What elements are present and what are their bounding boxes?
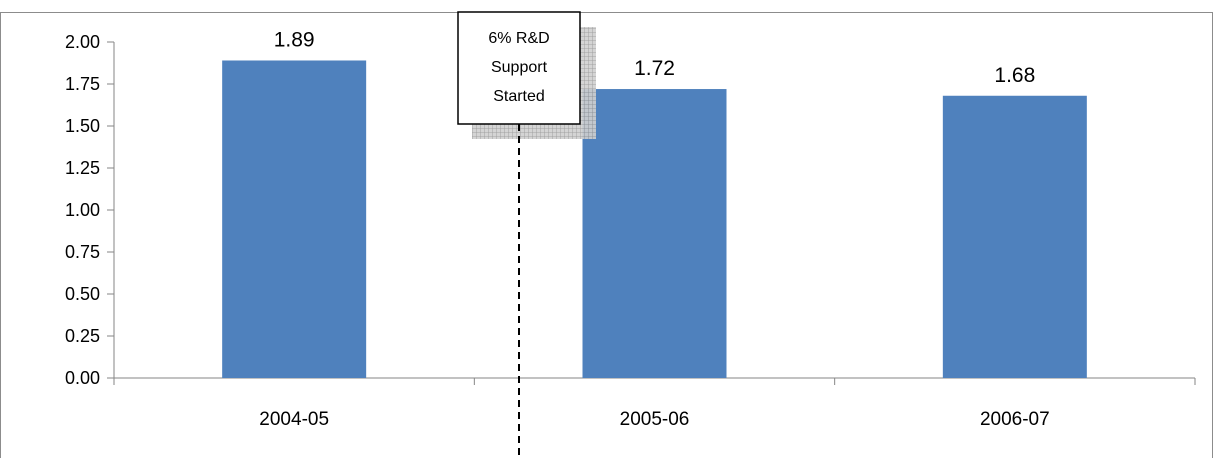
x-tick-label-2005-06: 2005-06 — [620, 409, 690, 430]
y-axis: 0.00 0.25 0.50 0.75 1.00 1.25 1.50 1.75 2.00 — [65, 32, 115, 388]
y-tick-label: 0.50 — [65, 284, 100, 304]
data-label-2004-05: 1.89 — [274, 28, 315, 51]
x-tick-label-2006-07: 2006-07 — [980, 409, 1050, 430]
annotation-line-1: 6% R&D — [488, 30, 549, 47]
y-tick-label: 1.50 — [65, 116, 100, 136]
y-tick-label: 0.25 — [65, 326, 100, 346]
bar-2005-06 — [582, 89, 727, 378]
rd-support-annotation: 6% R&D Support Started — [457, 11, 596, 458]
bar-2004-05 — [222, 60, 367, 378]
x-tick-label-2004-05: 2004-05 — [259, 409, 329, 430]
chart-border — [0, 12, 1213, 458]
bars: 1.89 1.72 1.68 — [222, 28, 1087, 378]
annotation-box — [457, 11, 581, 125]
data-label-2006-07: 1.68 — [994, 64, 1035, 87]
y-tick-label: 1.25 — [65, 158, 100, 178]
y-tick-label: 0.00 — [65, 368, 100, 388]
annotation-line-3: Started — [493, 88, 545, 105]
bar-2006-07 — [942, 95, 1087, 378]
y-tick-label: 1.75 — [65, 74, 100, 94]
y-tick-label: 2.00 — [65, 32, 100, 52]
x-axis: 2004-05 2005-06 2006-07 — [113, 377, 1196, 430]
y-tick-label: 0.75 — [65, 242, 100, 262]
y-tick-label: 1.00 — [65, 200, 100, 220]
data-label-2005-06: 1.72 — [634, 57, 675, 80]
annotation-line-2: Support — [491, 59, 548, 76]
